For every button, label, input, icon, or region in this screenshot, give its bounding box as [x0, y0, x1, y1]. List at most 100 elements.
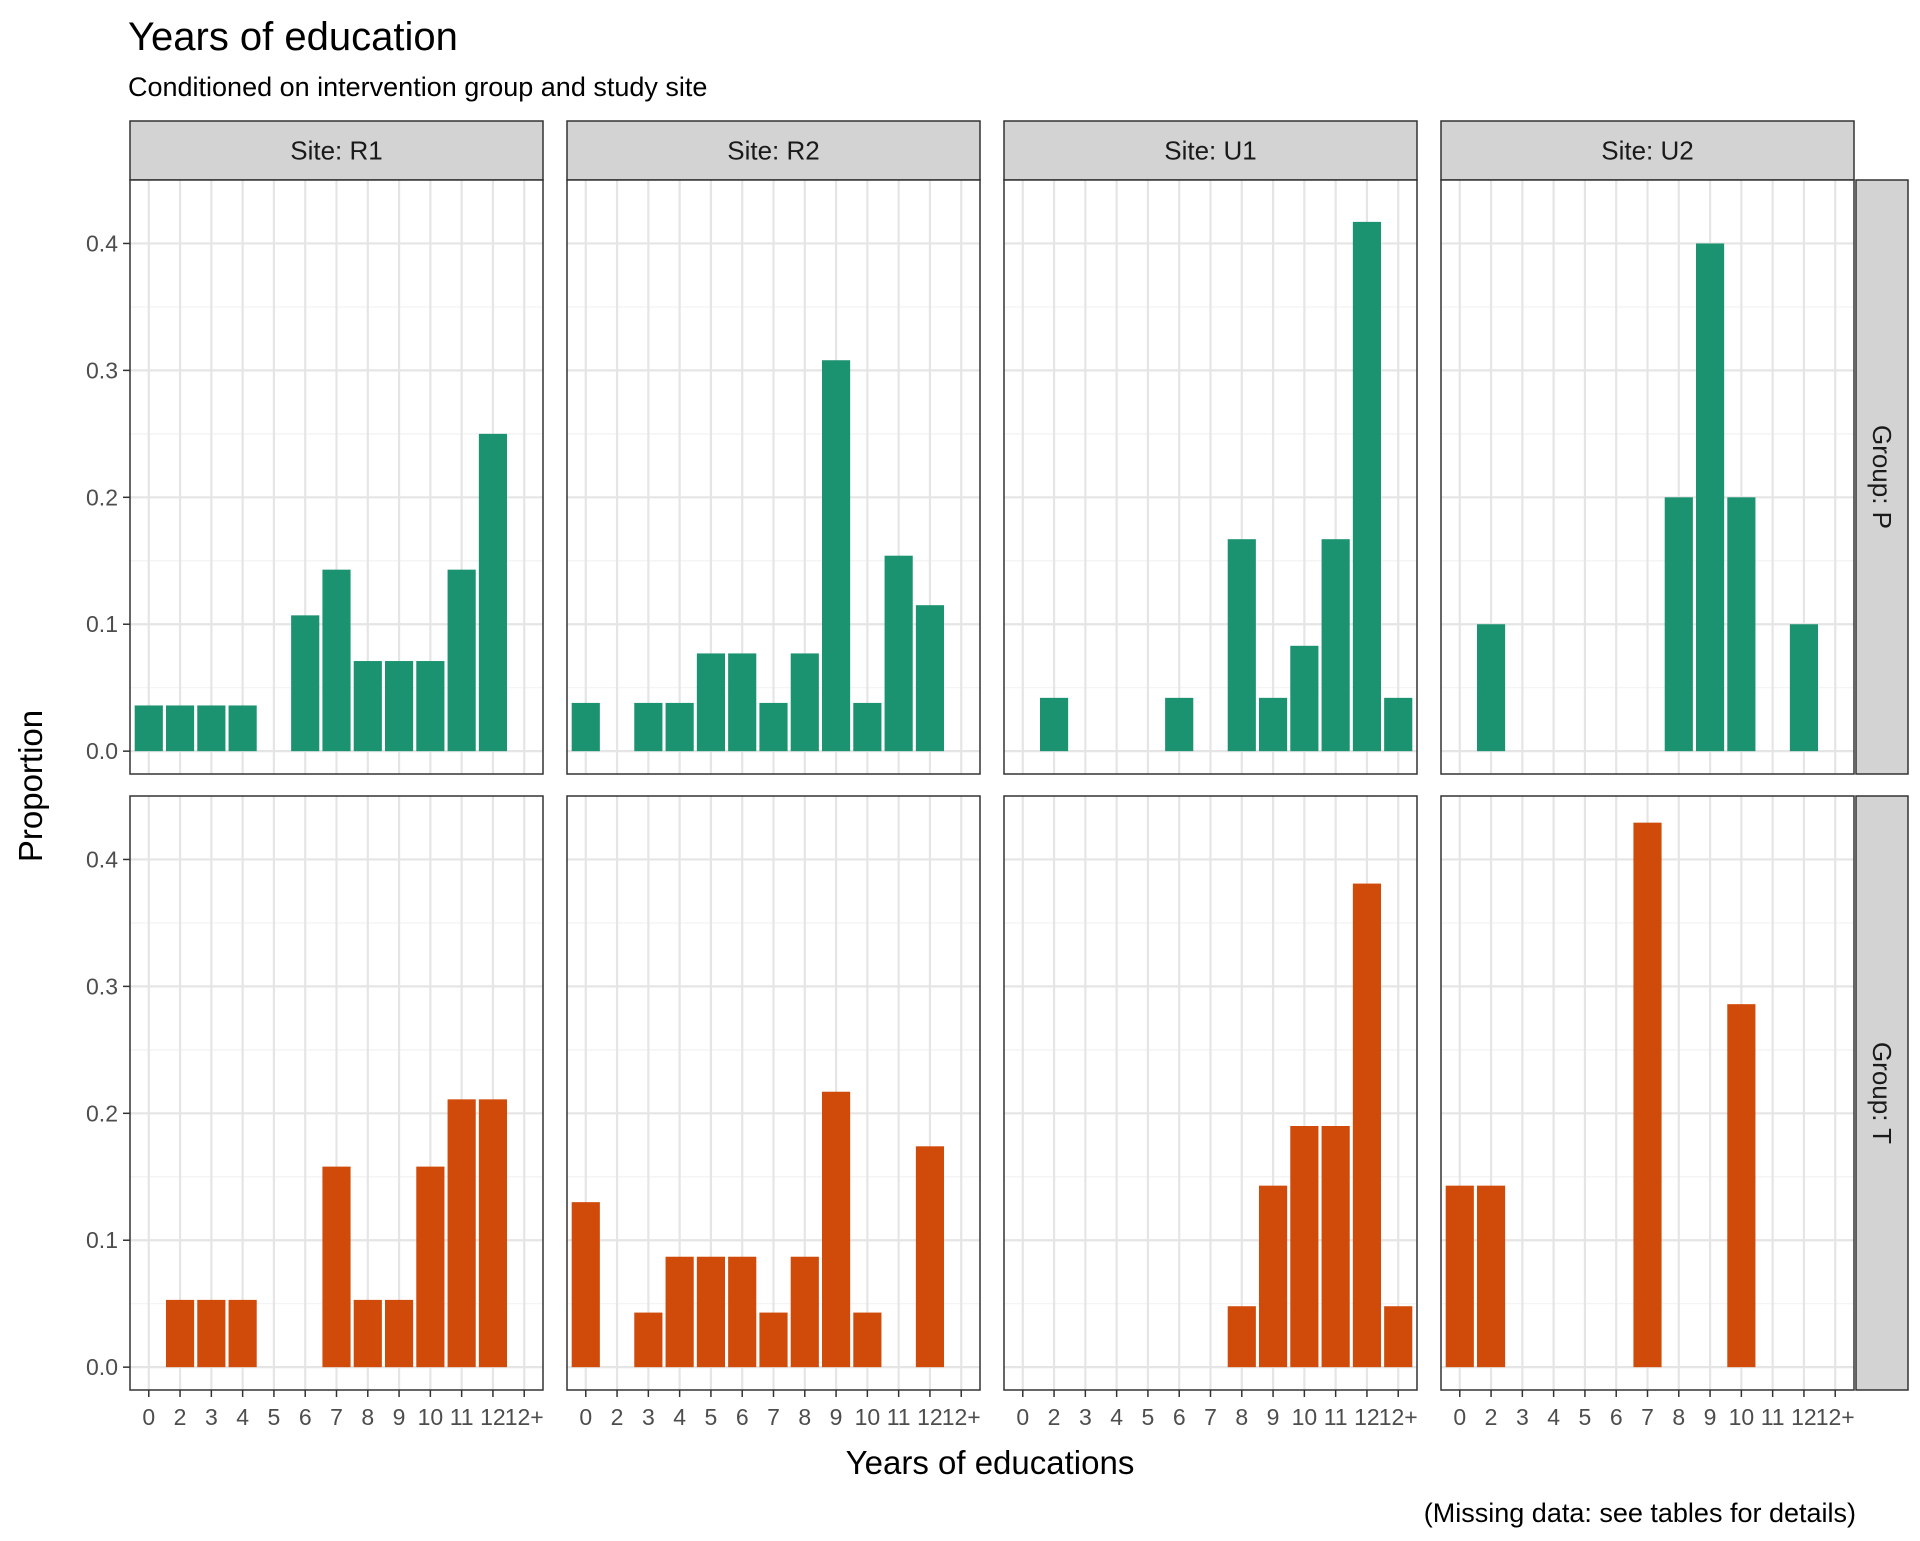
- y-tick-label: 0.0: [86, 1354, 118, 1380]
- bar-3: [634, 1312, 663, 1368]
- facet-panel: [566, 179, 981, 775]
- facet-panels: Site: R1 Site: R2 Site: U1 Site: U2 Group: P…: [86, 120, 1909, 1430]
- bar-4: [228, 1299, 257, 1368]
- bar-8: [1227, 539, 1256, 752]
- facet-panel: [1440, 179, 1855, 775]
- bar-12: [478, 433, 508, 752]
- panel-border: [1440, 179, 1855, 775]
- facet-panel: [129, 179, 544, 775]
- x-tick-label: 2: [174, 1404, 187, 1430]
- x-tick-label: 12+: [942, 1404, 981, 1430]
- bar-8: [790, 653, 819, 752]
- panel-border: [566, 179, 981, 775]
- bar-3: [197, 705, 226, 752]
- x-tick-label: 11: [1761, 1404, 1785, 1430]
- x-tick-label: 7: [1641, 1404, 1654, 1430]
- bar-10: [416, 661, 445, 752]
- x-tick-label: 12: [1791, 1404, 1817, 1430]
- bar-10: [416, 1166, 445, 1368]
- chart-subtitle: Conditioned on intervention group and st…: [128, 72, 707, 102]
- facet-strip-label: Site: R1: [290, 136, 383, 166]
- bar-5: [696, 653, 726, 752]
- y-tick-label: 0.4: [86, 230, 118, 256]
- x-tick-label: 3: [205, 1404, 218, 1430]
- x-tick-label: 9: [393, 1404, 406, 1430]
- panel-border: [1003, 179, 1418, 775]
- x-tick-label: 2: [611, 1404, 624, 1430]
- x-tick-label: 0: [1016, 1404, 1029, 1430]
- bar-4: [228, 705, 257, 752]
- bar-6: [1165, 697, 1194, 752]
- bar-8: [790, 1256, 819, 1368]
- x-tick-label: 9: [1704, 1404, 1717, 1430]
- x-tick-label: 8: [1235, 1404, 1248, 1430]
- bar-2: [165, 1299, 195, 1368]
- x-tick-label: 10: [418, 1404, 444, 1430]
- y-tick-label: 0.3: [86, 357, 118, 383]
- bar-10: [1290, 1126, 1319, 1368]
- x-tick-label: 11: [450, 1404, 474, 1430]
- x-tick-label: 10: [855, 1404, 881, 1430]
- x-tick-label: 4: [1547, 1404, 1560, 1430]
- bar-11: [884, 555, 913, 752]
- x-tick-label: 9: [1267, 1404, 1280, 1430]
- x-tick-label: 10: [1292, 1404, 1318, 1430]
- bar-7: [759, 1312, 788, 1368]
- y-tick-label: 0.0: [86, 738, 118, 764]
- bar-2: [1039, 697, 1069, 752]
- bar-7: [759, 702, 788, 752]
- x-tick-label: 2: [1485, 1404, 1498, 1430]
- x-tick-label: 11: [1324, 1404, 1348, 1430]
- bar-4: [665, 1256, 694, 1368]
- bar-0: [571, 702, 600, 752]
- facet-strip-label: Group: T: [1867, 1042, 1897, 1144]
- x-tick-label: 12+: [505, 1404, 544, 1430]
- x-tick-label: 8: [361, 1404, 374, 1430]
- bar-0: [1445, 1185, 1474, 1368]
- bar-10: [1727, 497, 1756, 752]
- x-tick-label: 5: [268, 1404, 281, 1430]
- chart-title: Years of education: [128, 15, 458, 59]
- bar-6: [728, 653, 757, 752]
- bar-9: [384, 1299, 414, 1368]
- chart-caption: (Missing data: see tables for details): [1424, 1498, 1856, 1528]
- bar-3: [197, 1299, 226, 1368]
- bar-12: [1789, 624, 1819, 752]
- bar-12+: [1384, 1306, 1413, 1368]
- x-tick-label: 7: [1204, 1404, 1217, 1430]
- bar-11: [1321, 1126, 1350, 1368]
- x-tick-label: 8: [1672, 1404, 1685, 1430]
- bar-3: [634, 702, 663, 752]
- bar-9: [1258, 1185, 1288, 1368]
- x-tick-label: 4: [1110, 1404, 1123, 1430]
- x-tick-label: 11: [887, 1404, 911, 1430]
- facet-strip-site-r1: [129, 120, 544, 181]
- x-tick-label: 0: [1453, 1404, 1466, 1430]
- bar-12: [478, 1099, 508, 1368]
- x-tick-label: 7: [767, 1404, 780, 1430]
- x-tick-label: 3: [642, 1404, 655, 1430]
- bar-7: [1633, 822, 1662, 1368]
- x-tick-label: 8: [798, 1404, 811, 1430]
- bar-9: [821, 1091, 851, 1368]
- x-tick-label: 12+: [1816, 1404, 1855, 1430]
- bar-7: [322, 1166, 351, 1368]
- y-tick-label: 0.2: [86, 1100, 118, 1126]
- x-tick-label: 4: [236, 1404, 249, 1430]
- bar-2: [165, 705, 195, 752]
- x-tick-label: 0: [142, 1404, 155, 1430]
- facet-panel: [1440, 795, 1855, 1391]
- bar-10: [1727, 1004, 1756, 1368]
- x-tick-label: 6: [1173, 1404, 1186, 1430]
- bar-0: [571, 1202, 600, 1368]
- bar-11: [447, 569, 476, 752]
- x-tick-label: 5: [705, 1404, 718, 1430]
- y-axis-label: Proportion: [12, 710, 49, 862]
- bar-9: [1695, 243, 1725, 752]
- facet-strip-label: Site: U1: [1164, 136, 1257, 166]
- bar-0: [134, 705, 163, 752]
- bar-2: [1476, 624, 1506, 752]
- y-tick-label: 0.1: [86, 611, 118, 637]
- facet-strip-label: Group: P: [1867, 425, 1897, 529]
